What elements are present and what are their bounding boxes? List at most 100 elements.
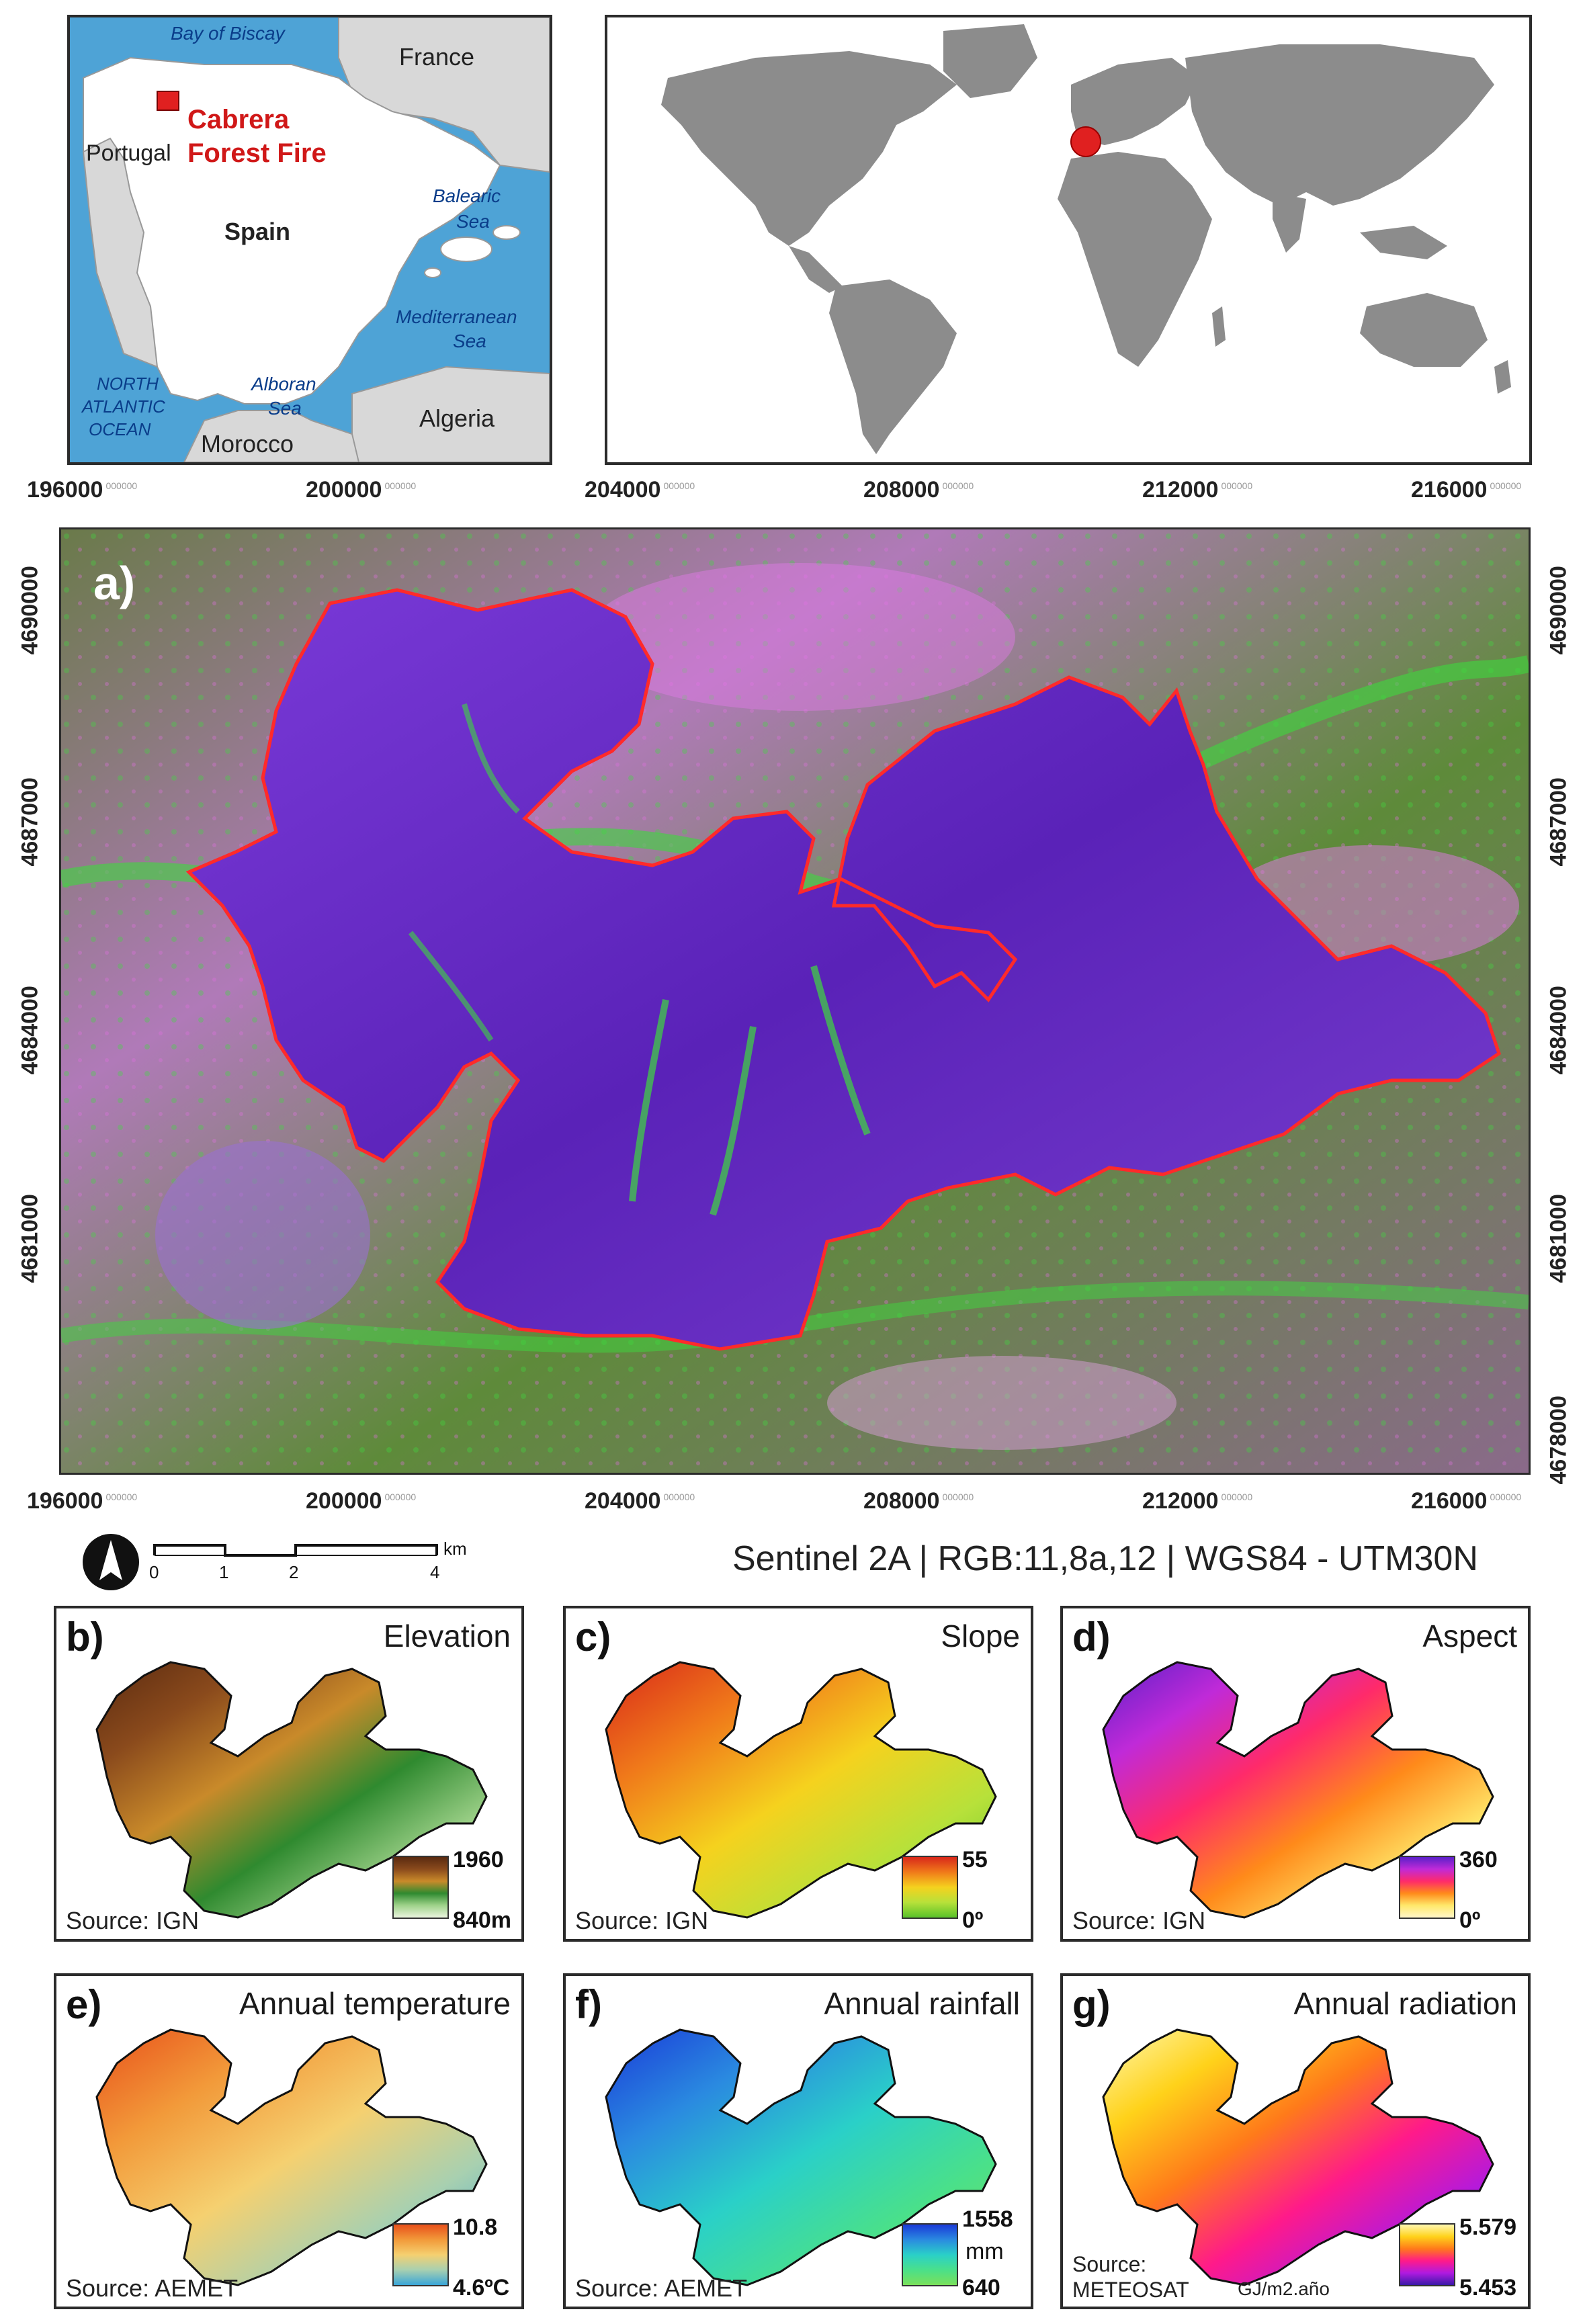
label-fire-line1: Cabrera bbox=[187, 105, 290, 134]
panel-d-source: Source: IGN bbox=[1072, 1907, 1206, 1934]
satellite-image bbox=[61, 529, 1529, 1473]
panel-g-title: Annual radiation bbox=[1293, 1986, 1517, 2021]
panel-f-legend-bar bbox=[902, 2223, 958, 2286]
x-tick-bottom-216000: 216000 000000 bbox=[1411, 1488, 1522, 1514]
label-fire-line2: Forest Fire bbox=[187, 138, 327, 168]
y-tick-right-4678000: 4678000 bbox=[1545, 1395, 1572, 1485]
panel-c-legend-min: 0º bbox=[962, 1907, 984, 1933]
main-satellite-map: a) bbox=[59, 527, 1531, 1475]
panel-d-label: d) bbox=[1072, 1615, 1111, 1660]
panel-b-title: Elevation bbox=[383, 1619, 511, 1653]
panel-b-map bbox=[95, 1661, 488, 1919]
x-tick-bottom-208000: 208000 000000 bbox=[863, 1488, 974, 1514]
fire-location-marker bbox=[157, 91, 179, 111]
panel-g-label: g) bbox=[1072, 1982, 1111, 2027]
panel-c-fire-area bbox=[605, 1661, 997, 1919]
panel-d-legend-bar bbox=[1399, 1856, 1455, 1919]
map-caption: Sentinel 2A | RGB:11,8a,12 | WGS84 - UTM… bbox=[732, 1539, 1478, 1578]
panel-f-label: f) bbox=[575, 1982, 602, 2027]
panel-b-legend-min: 840m bbox=[453, 1907, 511, 1933]
scale-tick-1: 1 bbox=[219, 1562, 229, 1582]
scale-unit: km bbox=[443, 1539, 467, 1559]
panel-f-legend-min: 640 bbox=[962, 2275, 1000, 2300]
iberia-map-graphic bbox=[70, 17, 550, 462]
panel-g: g) Annual radiation Source: METEOSAT 5.579 5.… bbox=[1060, 1973, 1531, 2309]
panel-e-legend-bar bbox=[392, 2223, 449, 2286]
panel-c-title: Slope bbox=[941, 1619, 1020, 1653]
panel-e-fire-area bbox=[95, 2028, 488, 2286]
label-mediterranean-1: Mediterranean bbox=[396, 306, 517, 327]
panel-e-title: Annual temperature bbox=[239, 1986, 511, 2021]
y-tick-right-4690000: 4690000 bbox=[1545, 566, 1572, 655]
panel-e: e) Annual temperature Source: AEMET 10.8 4.6… bbox=[54, 1973, 524, 2309]
panel-c-legend-max: 55 bbox=[962, 1847, 988, 1873]
inset-iberia-map: Bay of Biscay France Cabrera Forest Fire… bbox=[67, 15, 552, 465]
x-tick-top-216000: 216000 000000 bbox=[1411, 477, 1522, 503]
panel-b-fire-area bbox=[95, 1661, 488, 1919]
scale-tick-2: 2 bbox=[289, 1562, 299, 1582]
panel-e-legend-min: 4.6ºC bbox=[453, 2275, 510, 2300]
north-arrow-icon bbox=[83, 1534, 139, 1590]
panel-c-map bbox=[605, 1661, 997, 1919]
panel-e-label: e) bbox=[66, 1982, 102, 2027]
panel-g-legend-min: 5.453 bbox=[1459, 2275, 1517, 2300]
label-portugal: Portugal bbox=[86, 140, 171, 166]
panel-c-legend-bar bbox=[902, 1856, 958, 1919]
label-mediterranean-2: Sea bbox=[453, 331, 486, 351]
panel-f-title: Annual rainfall bbox=[824, 1986, 1020, 2021]
panel-e-map bbox=[95, 2028, 488, 2286]
label-alboran-1: Alboran bbox=[251, 374, 316, 394]
panel-g-legend-bar bbox=[1399, 2223, 1455, 2286]
panel-g-legend-unit: GJ/m2.año bbox=[1238, 2278, 1330, 2299]
label-algeria: Algeria bbox=[419, 404, 495, 432]
label-balearic-sea-2: Sea bbox=[456, 211, 490, 232]
x-tick-top-204000: 204000 000000 bbox=[585, 477, 695, 503]
panel-g-source-line2: METEOSAT bbox=[1072, 2278, 1189, 2302]
x-tick-bottom-204000: 204000 000000 bbox=[585, 1488, 695, 1514]
panel-f: f) Annual rainfall Source: AEMET 1558 mm 640 bbox=[563, 1973, 1033, 2309]
panel-c-source: Source: IGN bbox=[575, 1907, 709, 1934]
label-spain: Spain bbox=[224, 218, 291, 245]
panel-g-map bbox=[1102, 2028, 1494, 2286]
x-tick-bottom-196000: 196000 000000 bbox=[27, 1488, 138, 1514]
world-map-graphic bbox=[607, 17, 1529, 462]
x-tick-top-196000: 196000 000000 bbox=[27, 477, 138, 503]
world-location-marker bbox=[1070, 126, 1101, 157]
label-balearic-sea-1: Balearic bbox=[433, 185, 501, 206]
label-france: France bbox=[399, 43, 475, 71]
x-tick-bottom-200000: 200000 000000 bbox=[306, 1488, 417, 1514]
main-panel-label: a) bbox=[93, 557, 136, 609]
scale-tick-4: 4 bbox=[430, 1562, 440, 1582]
y-tick-right-4684000: 4684000 bbox=[1545, 986, 1572, 1075]
y-tick-left-4684000: 4684000 bbox=[17, 986, 43, 1075]
scale-tick-0: 0 bbox=[149, 1562, 159, 1582]
panel-b-label: b) bbox=[66, 1615, 104, 1660]
y-tick-left-4690000: 4690000 bbox=[17, 566, 43, 655]
panel-g-legend-max: 5.579 bbox=[1459, 2214, 1517, 2240]
panel-b-source: Source: IGN bbox=[66, 1907, 200, 1934]
panel-d-legend-max: 360 bbox=[1459, 1847, 1498, 1873]
panel-d-legend-min: 0º bbox=[1459, 1907, 1481, 1933]
panel-f-legend-unit: mm bbox=[966, 2239, 1004, 2264]
panel-f-legend-max: 1558 bbox=[962, 2206, 1013, 2232]
x-tick-top-208000: 208000 000000 bbox=[863, 477, 974, 503]
y-tick-right-4687000: 4687000 bbox=[1545, 777, 1572, 867]
panel-g-fire-area bbox=[1102, 2028, 1494, 2286]
panel-f-fire-area bbox=[605, 2028, 997, 2286]
panel-c: c) Slope Source: IGN 55 0º bbox=[563, 1606, 1033, 1942]
label-morocco: Morocco bbox=[201, 430, 294, 458]
y-tick-left-4687000: 4687000 bbox=[17, 777, 43, 867]
label-north-atlantic-3: OCEAN bbox=[89, 419, 151, 439]
panel-d: d) Aspect Source: IGN 360 0º bbox=[1060, 1606, 1531, 1942]
x-tick-bottom-212000: 212000 000000 bbox=[1142, 1488, 1253, 1514]
x-tick-top-200000: 200000 000000 bbox=[306, 477, 417, 503]
inset-world-map bbox=[605, 15, 1532, 465]
label-bay-of-biscay: Bay of Biscay bbox=[171, 23, 285, 44]
panel-b-legend-bar bbox=[392, 1856, 449, 1919]
label-north-atlantic-1: NORTH bbox=[97, 374, 159, 394]
panel-f-map bbox=[605, 2028, 997, 2286]
panel-d-fire-area bbox=[1102, 1661, 1494, 1919]
panel-e-source: Source: AEMET bbox=[66, 2274, 239, 2302]
x-tick-top-212000: 212000 000000 bbox=[1142, 477, 1253, 503]
y-tick-right-4681000: 4681000 bbox=[1545, 1194, 1572, 1283]
